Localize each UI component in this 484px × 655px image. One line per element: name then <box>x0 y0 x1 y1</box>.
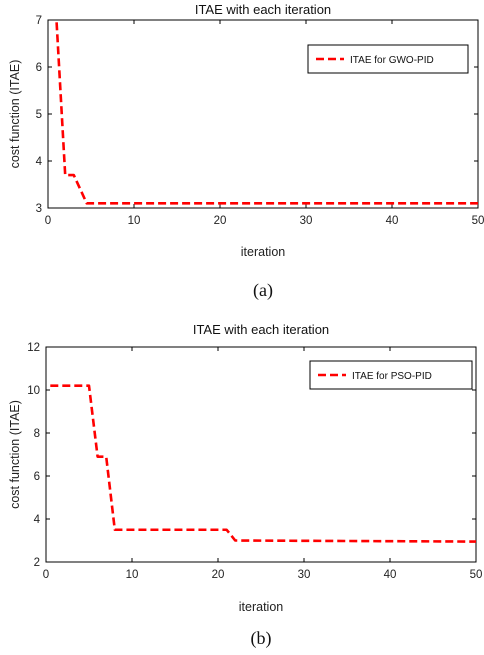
x-tick-label: 20 <box>214 215 227 227</box>
x-tick-label: 40 <box>386 215 399 227</box>
y-tick-label: 4 <box>34 514 41 526</box>
x-tick-label: 0 <box>43 569 49 581</box>
y-tick-label: 2 <box>34 557 40 569</box>
x-tick-label: 10 <box>126 569 139 581</box>
x-tick-label: 40 <box>384 569 397 581</box>
x-tick-label: 0 <box>45 215 51 227</box>
y-tick-label: 10 <box>27 385 40 397</box>
y-tick-label: 3 <box>36 203 42 215</box>
y-tick-label: 4 <box>36 156 43 168</box>
y-axis-label: cost function (ITAE) <box>8 60 22 169</box>
series-line <box>50 384 477 543</box>
y-tick-label: 7 <box>36 15 42 27</box>
y-axis-label: cost function (ITAE) <box>8 400 22 509</box>
legend-label: ITAE for PSO-PID <box>352 371 432 382</box>
chart-title: ITAE with each iteration <box>193 322 329 337</box>
legend-box <box>307 44 469 74</box>
y-tick-label: 5 <box>36 109 42 121</box>
x-tick-label: 50 <box>472 215 484 227</box>
figure-caption: (b) <box>251 628 272 649</box>
series-line <box>55 22 478 205</box>
chart-title: ITAE with each iteration <box>195 2 331 17</box>
y-tick-label: 6 <box>36 62 42 74</box>
x-tick-label: 20 <box>212 569 225 581</box>
figure-caption: (a) <box>253 280 273 301</box>
y-tick-label: 12 <box>27 342 40 354</box>
x-tick-label: 30 <box>300 215 313 227</box>
chart-panel-b: ITAE with each iteration 0 10 20 30 40 50 2 4 6 8 1… <box>8 322 482 649</box>
chart-panel-a: ITAE with each iteration 0 10 20 30 40 50 3 4 5 6 7… <box>8 2 484 301</box>
x-tick-label: 50 <box>470 569 483 581</box>
y-tick-label: 6 <box>34 471 40 483</box>
y-tick-label: 8 <box>34 428 40 440</box>
x-axis-label: iteration <box>239 600 284 614</box>
x-tick-label: 10 <box>128 215 141 227</box>
x-axis-label: iteration <box>241 245 286 259</box>
legend-label: ITAE for GWO-PID <box>350 55 434 66</box>
x-tick-label: 30 <box>298 569 311 581</box>
